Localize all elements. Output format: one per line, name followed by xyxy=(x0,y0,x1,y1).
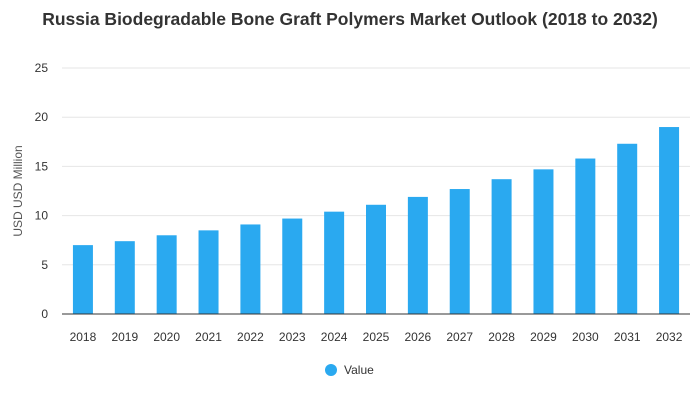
y-tick-label: 25 xyxy=(35,61,49,75)
bar-2026[interactable] xyxy=(407,196,428,314)
bar-2019[interactable] xyxy=(114,241,135,314)
x-tick-label: 2023 xyxy=(279,330,306,344)
bar-2024[interactable] xyxy=(324,211,345,314)
x-tick-label: 2027 xyxy=(446,330,473,344)
x-tick-label: 2025 xyxy=(363,330,390,344)
y-tick-label: 15 xyxy=(35,159,49,173)
x-tick-label: 2026 xyxy=(405,330,432,344)
x-tick-label: 2019 xyxy=(111,330,138,344)
x-tick-label: 2022 xyxy=(237,330,264,344)
bar-2020[interactable] xyxy=(156,235,177,314)
x-tick-label: 2024 xyxy=(321,330,348,344)
y-tick-label: 5 xyxy=(41,258,48,272)
bar-2032[interactable] xyxy=(659,127,680,314)
legend-label[interactable]: Value xyxy=(344,363,374,377)
bar-2022[interactable] xyxy=(240,224,261,314)
x-tick-label: 2032 xyxy=(656,330,683,344)
x-tick-label: 2021 xyxy=(195,330,222,344)
y-axis-label: USD USD Million xyxy=(11,145,25,236)
bar-2030[interactable] xyxy=(575,158,596,314)
bar-2031[interactable] xyxy=(617,143,638,314)
x-tick-label: 2018 xyxy=(70,330,97,344)
chart-title: Russia Biodegradable Bone Graft Polymers… xyxy=(42,9,658,29)
bar-2025[interactable] xyxy=(366,204,386,314)
legend[interactable]: Value xyxy=(325,363,374,377)
x-tick-label: 2031 xyxy=(614,330,641,344)
bar-2029[interactable] xyxy=(533,169,554,314)
bar-2028[interactable] xyxy=(491,179,512,314)
bar-2023[interactable] xyxy=(282,218,303,314)
y-tick-label: 0 xyxy=(41,307,48,321)
bar-2027[interactable] xyxy=(449,189,470,314)
x-tick-label: 2030 xyxy=(572,330,599,344)
x-tick-label: 2028 xyxy=(488,330,515,344)
bar-2018[interactable] xyxy=(72,245,93,314)
x-tick-label: 2020 xyxy=(153,330,180,344)
legend-swatch xyxy=(325,364,337,376)
bars xyxy=(72,127,680,314)
x-tick-label: 2029 xyxy=(530,330,557,344)
y-tick-label: 20 xyxy=(35,110,49,124)
y-tick-label: 10 xyxy=(35,209,49,223)
bar-2021[interactable] xyxy=(198,230,219,314)
